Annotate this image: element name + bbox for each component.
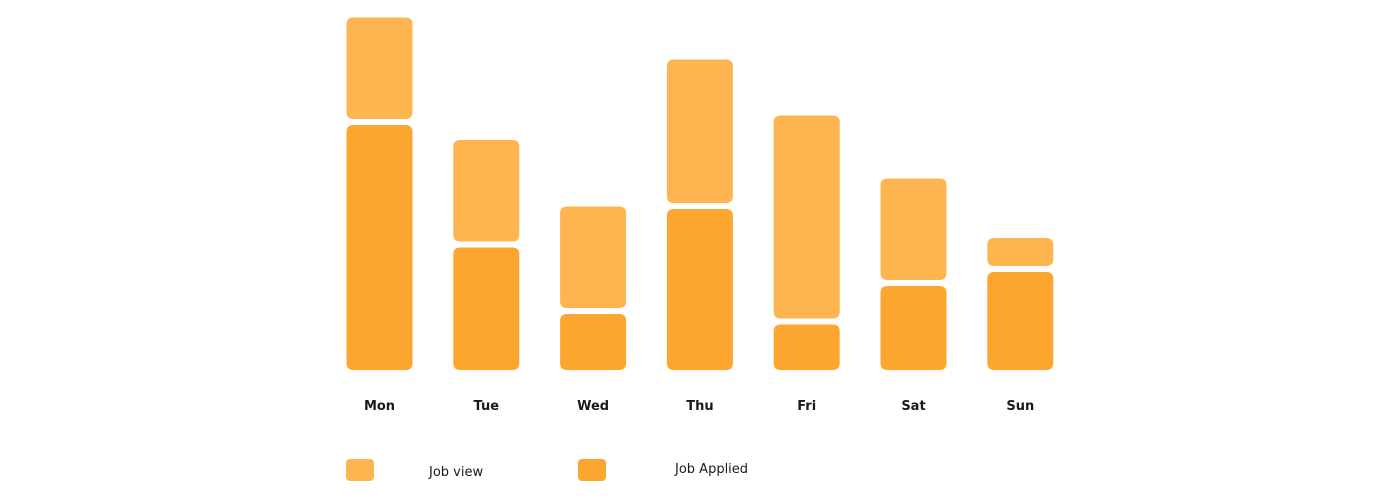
- bar-job-applied-sun: [987, 272, 1054, 370]
- bar-job-view-sat: [880, 178, 947, 280]
- bar-job-view-tue: [453, 140, 520, 242]
- x-tick-label-thu: Thu: [686, 399, 713, 414]
- bar-job-applied-mon: [346, 125, 413, 370]
- bar-job-applied-thu: [666, 209, 733, 370]
- bar-job-view-thu: [666, 59, 733, 203]
- bar-job-applied-fri: [773, 324, 840, 370]
- bar-job-view-wed: [560, 206, 627, 308]
- x-tick-label-wed: Wed: [577, 399, 609, 414]
- x-tick-label-fri: Fri: [797, 399, 816, 414]
- bar-job-applied-sat: [880, 286, 947, 370]
- x-tick-label-mon: Mon: [364, 399, 395, 414]
- x-tick-label-tue: Tue: [474, 399, 500, 414]
- x-tick-label-sat: Sat: [901, 399, 925, 414]
- bar-job-applied-tue: [453, 247, 520, 370]
- x-tick-label-sun: Sun: [1006, 399, 1034, 414]
- x-axis-labels: Mon Tue Wed Thu Fri Sat Sun: [364, 399, 1034, 414]
- bar-job-view-mon: [346, 17, 413, 119]
- bar-job-applied-wed: [560, 314, 627, 370]
- bars-layer: [346, 17, 1054, 370]
- bar-job-view-sun: [987, 238, 1054, 266]
- bar-job-view-fri: [773, 115, 840, 319]
